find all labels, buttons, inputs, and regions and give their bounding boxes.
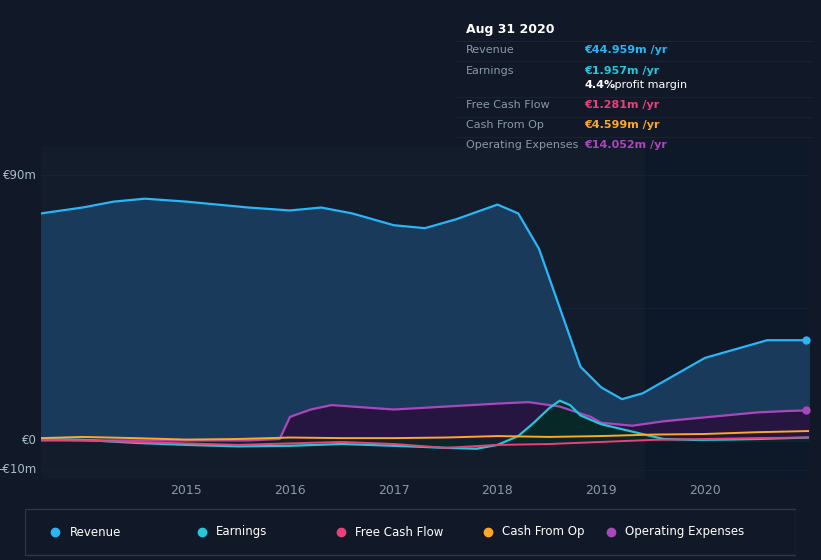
Text: Revenue: Revenue — [466, 45, 515, 54]
Bar — [644, 146, 809, 479]
Text: Cash From Op: Cash From Op — [502, 525, 584, 539]
Text: profit margin: profit margin — [611, 80, 687, 90]
Text: 4.4%: 4.4% — [585, 80, 616, 90]
Text: €1.957m /yr: €1.957m /yr — [585, 66, 659, 76]
Text: -€10m: -€10m — [0, 464, 36, 477]
Text: €90m: €90m — [2, 169, 36, 181]
Text: Revenue: Revenue — [70, 525, 121, 539]
Text: €0: €0 — [21, 434, 36, 447]
Text: Operating Expenses: Operating Expenses — [466, 140, 579, 150]
Text: €4.599m /yr: €4.599m /yr — [585, 120, 660, 130]
Text: Operating Expenses: Operating Expenses — [625, 525, 745, 539]
Text: Aug 31 2020: Aug 31 2020 — [466, 23, 555, 36]
Text: Earnings: Earnings — [216, 525, 268, 539]
Text: Free Cash Flow: Free Cash Flow — [466, 100, 550, 110]
Text: €1.281m /yr: €1.281m /yr — [585, 100, 659, 110]
Text: Earnings: Earnings — [466, 66, 515, 76]
Text: €14.052m /yr: €14.052m /yr — [585, 140, 667, 150]
Text: Cash From Op: Cash From Op — [466, 120, 544, 130]
Text: €44.959m /yr: €44.959m /yr — [585, 45, 667, 54]
Text: Free Cash Flow: Free Cash Flow — [355, 525, 443, 539]
